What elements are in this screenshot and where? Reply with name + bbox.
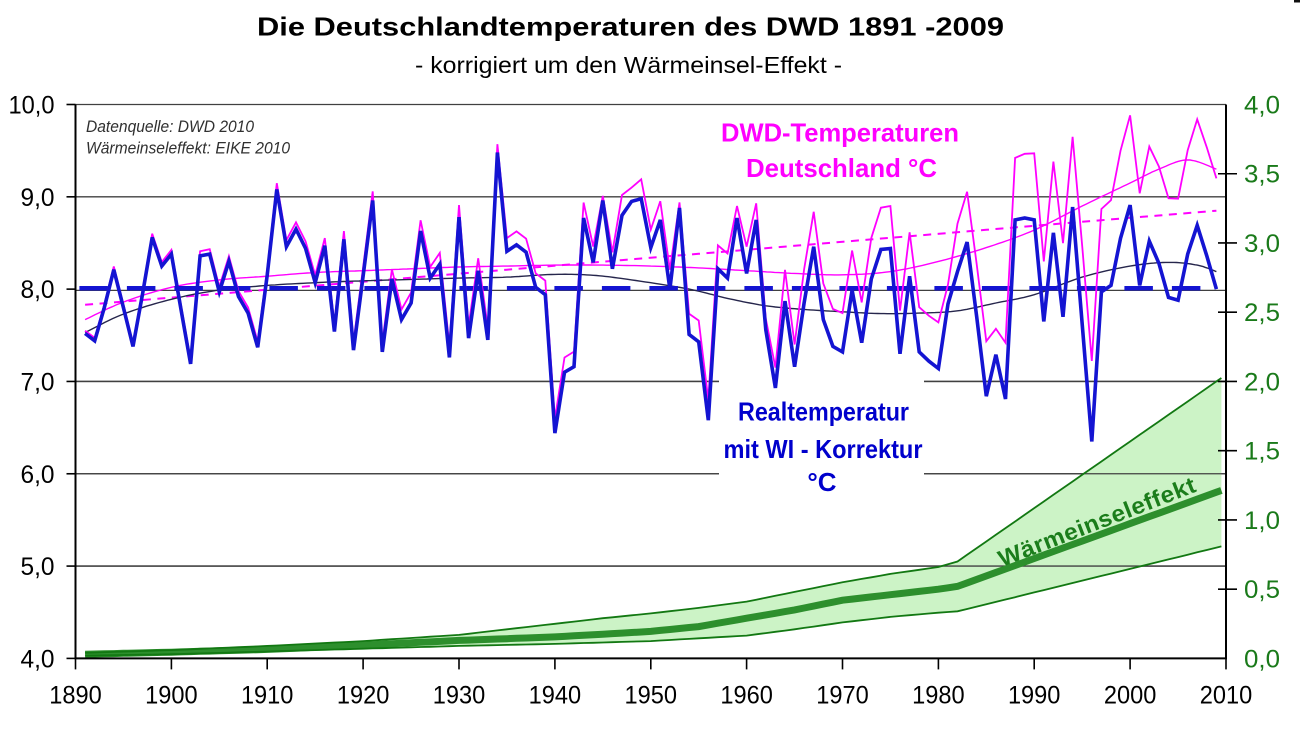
svg-text:1,0: 1,0 xyxy=(1244,507,1280,535)
svg-text:2010: 2010 xyxy=(1200,682,1253,710)
svg-text:DWD-Temperaturen: DWD-Temperaturen xyxy=(721,118,959,148)
svg-text:1930: 1930 xyxy=(433,682,486,710)
svg-text:4,0: 4,0 xyxy=(1244,92,1280,120)
svg-text:1920: 1920 xyxy=(337,682,390,710)
svg-text:1,5: 1,5 xyxy=(1244,438,1280,466)
svg-text:1990: 1990 xyxy=(1008,682,1061,710)
svg-text:2000: 2000 xyxy=(1104,682,1157,710)
svg-text:10,0: 10,0 xyxy=(9,92,55,120)
svg-text:2,0: 2,0 xyxy=(1244,368,1280,396)
svg-text:4,0: 4,0 xyxy=(21,645,55,673)
svg-text:Deutschland °C: Deutschland °C xyxy=(746,153,937,183)
svg-text:3,5: 3,5 xyxy=(1244,161,1280,189)
svg-text:Datenquelle: DWD 2010: Datenquelle: DWD 2010 xyxy=(86,118,255,136)
svg-text:1980: 1980 xyxy=(912,682,965,710)
svg-text:1950: 1950 xyxy=(625,682,678,710)
svg-text:3,0: 3,0 xyxy=(1244,230,1280,258)
svg-text:- korrigiert um den Wärmeinsel: - korrigiert um den Wärmeinsel-Effekt - xyxy=(415,52,842,78)
svg-text:6,0: 6,0 xyxy=(21,461,55,489)
svg-text:2,5: 2,5 xyxy=(1244,299,1280,327)
svg-text:mit WI - Korrektur: mit WI - Korrektur xyxy=(724,434,923,464)
svg-text:1910: 1910 xyxy=(241,682,294,710)
svg-text:°C: °C xyxy=(807,467,836,497)
svg-text:1890: 1890 xyxy=(49,682,102,710)
svg-text:0,5: 0,5 xyxy=(1244,576,1280,604)
svg-text:1960: 1960 xyxy=(720,682,773,710)
svg-text:Die Deutschlandtemperaturen de: Die Deutschlandtemperaturen des DWD 1891… xyxy=(257,12,1004,42)
svg-text:Realtemperatur: Realtemperatur xyxy=(738,397,909,427)
svg-text:1970: 1970 xyxy=(816,682,869,710)
svg-text:1900: 1900 xyxy=(145,682,198,710)
svg-text:Wärmeinseleffekt: EIKE 2010: Wärmeinseleffekt: EIKE 2010 xyxy=(86,140,291,158)
svg-text:5,0: 5,0 xyxy=(21,553,55,581)
svg-text:0,0: 0,0 xyxy=(1244,645,1280,673)
svg-text:7,0: 7,0 xyxy=(21,368,55,396)
svg-text:8,0: 8,0 xyxy=(21,276,55,304)
svg-text:1940: 1940 xyxy=(529,682,582,710)
svg-text:9,0: 9,0 xyxy=(21,184,55,212)
